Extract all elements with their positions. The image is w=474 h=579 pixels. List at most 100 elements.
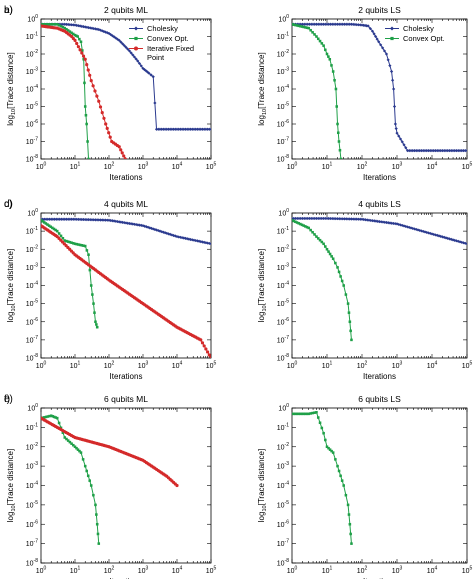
y-tick-label: 10-7 (277, 137, 289, 147)
x-tick-label: 101 (322, 361, 333, 371)
data-point (95, 513, 98, 516)
x-tick-label: 103 (392, 361, 403, 371)
y-tick-label: 10-3 (277, 461, 289, 471)
series-line (292, 23, 342, 159)
data-point (160, 127, 164, 131)
data-point (105, 126, 109, 130)
data-point (119, 148, 123, 152)
data-point (59, 217, 63, 221)
data-point (320, 216, 324, 221)
data-point (44, 217, 48, 221)
data-point (207, 353, 211, 357)
data-point (209, 356, 211, 358)
series-convex-opt (41, 22, 90, 159)
y-axis-label: log10[Trace distance] (6, 449, 17, 522)
data-point (311, 411, 314, 415)
data-point (78, 24, 82, 28)
x-tick-label: 100 (287, 566, 298, 576)
data-point (409, 149, 413, 153)
y-tick-label: 10-4 (277, 281, 289, 291)
data-point (349, 217, 354, 221)
data-point (136, 59, 140, 63)
data-point (307, 412, 310, 416)
data-point (54, 217, 58, 221)
y-tick-label: 10-6 (277, 317, 289, 327)
data-point (187, 127, 191, 131)
data-point (205, 350, 210, 354)
data-point (313, 233, 316, 236)
x-tick-label: 105 (206, 566, 217, 576)
x-tick-label: 104 (427, 162, 438, 172)
series-line (292, 23, 467, 152)
x-tick-label: 102 (104, 162, 115, 172)
plot-frame (291, 407, 468, 564)
data-point (335, 217, 340, 221)
data-point (423, 149, 427, 153)
data-point (323, 22, 327, 26)
y-tick-label: 10-6 (277, 119, 289, 129)
data-point (307, 226, 310, 230)
x-tick-label: 102 (357, 566, 368, 576)
data-point (314, 22, 319, 26)
panel-f: 100 101 102 103 104 105 100 10-1 10-2 10-3 10-4 10-… (4, 394, 473, 579)
y-tick-label: 10-6 (277, 519, 289, 529)
data-point (456, 149, 460, 153)
x-tick-label: 101 (322, 162, 333, 172)
data-point (361, 23, 366, 27)
data-point (331, 70, 335, 73)
data-point (117, 145, 121, 149)
y-tick-label: 10-5 (26, 102, 38, 112)
data-point (328, 22, 333, 26)
data-point (307, 22, 312, 26)
data-point (311, 22, 315, 26)
data-point (79, 451, 83, 454)
y-tick-label: 10-5 (26, 500, 38, 510)
data-point (108, 135, 112, 139)
legend-marker (390, 36, 394, 41)
series-cholesky (292, 22, 467, 153)
data-point (331, 451, 335, 454)
data-point (344, 293, 348, 296)
data-point (83, 217, 87, 222)
data-point (100, 29, 104, 33)
data-point (57, 421, 61, 425)
data-point (428, 149, 432, 153)
x-tick-label: 100 (36, 566, 47, 576)
data-point (397, 134, 401, 138)
data-point (83, 464, 87, 468)
y-tick-label: 10-8 (277, 558, 289, 568)
data-point (320, 42, 324, 45)
data-point (335, 22, 340, 26)
data-point (55, 416, 59, 420)
data-point (171, 127, 176, 131)
data-point (107, 131, 111, 135)
data-point (177, 127, 181, 131)
x-tick-label: 105 (206, 361, 217, 371)
data-point (200, 127, 205, 131)
data-point (315, 411, 318, 414)
data-point (439, 149, 443, 153)
data-point (175, 483, 179, 488)
panel-title: 4 qubits ML (104, 199, 148, 209)
data-point (85, 218, 89, 222)
data-point (137, 61, 142, 66)
data-point (370, 29, 375, 33)
x-tick-label: 100 (36, 162, 47, 172)
data-point (414, 149, 418, 153)
y-axis-label: log10[Trace distance] (257, 449, 268, 522)
data-point (73, 38, 77, 42)
data-point (166, 127, 171, 131)
data-point (76, 35, 79, 38)
data-point (379, 43, 383, 47)
data-point (435, 149, 439, 153)
data-point (204, 127, 208, 131)
data-point (316, 416, 320, 419)
x-tick-label: 100 (36, 361, 47, 371)
data-point (119, 40, 123, 44)
data-point (170, 127, 174, 131)
x-tick-label: 102 (104, 566, 115, 576)
data-point (324, 48, 327, 52)
data-point (92, 493, 95, 497)
data-point (380, 46, 385, 50)
data-point (306, 22, 310, 26)
